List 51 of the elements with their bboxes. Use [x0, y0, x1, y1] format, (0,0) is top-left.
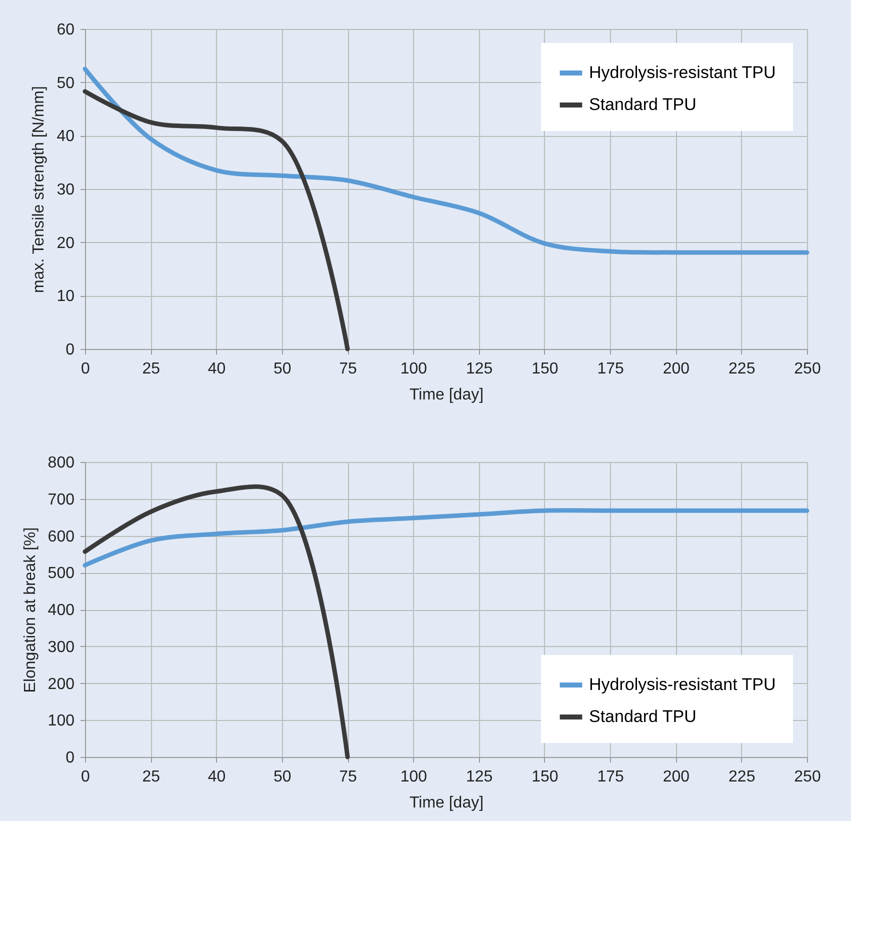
y-tick-label: 800: [48, 454, 75, 472]
x-tick-label: 25: [142, 360, 160, 378]
x-tick-label: 0: [81, 768, 90, 786]
x-tick-label: 100: [400, 360, 428, 378]
x-tick-label: 150: [532, 768, 558, 786]
x-tick-label: 225: [728, 768, 756, 786]
x-axis-title: Time [day]: [409, 794, 484, 812]
y-tick-label: 200: [48, 676, 75, 693]
y-tick-label: 50: [56, 74, 75, 92]
y-tick-label: 30: [56, 182, 75, 198]
y-tick-label: 20: [56, 234, 75, 252]
x-tick-label: 40: [208, 768, 226, 786]
y-tick-label: 400: [48, 602, 75, 619]
x-tick-label: 150: [532, 360, 558, 378]
x-tick-label: 75: [339, 768, 358, 786]
y-tick-label: 600: [48, 528, 75, 546]
y-axis-title: Elongation at break [%]: [22, 527, 39, 693]
y-axis-title: max. Tensile strength [N/mm]: [30, 86, 48, 293]
y-tick-label: 60: [56, 22, 75, 38]
x-axis-title: Time [day]: [409, 386, 484, 404]
x-tick-label: 250: [794, 360, 821, 378]
y-tick-label: 500: [48, 565, 75, 582]
x-tick-label: 250: [794, 768, 821, 786]
y-tick-label: 40: [56, 128, 75, 146]
x-tick-label: 175: [597, 768, 624, 786]
line-series: [82, 66, 810, 255]
x-tick-label: 100: [400, 768, 428, 786]
x-tick-label: 200: [662, 768, 690, 786]
legend-label: Standard TPU: [589, 707, 696, 726]
legend-label: Standard TPU: [589, 95, 696, 114]
line-series: [82, 89, 350, 352]
x-tick-label: 25: [142, 768, 160, 786]
x-tick-label: 50: [274, 768, 292, 786]
y-tick-label: 700: [48, 491, 75, 508]
y-tick-label: 100: [48, 712, 75, 730]
y-tick-label: 0: [66, 750, 75, 766]
x-tick-label: 75: [339, 360, 358, 378]
y-tick-label: 300: [48, 638, 75, 656]
legend-label: Hydrolysis-resistant TPU: [589, 63, 776, 82]
x-tick-label: 40: [208, 360, 226, 378]
legend-label: Hydrolysis-resistant TPU: [589, 675, 776, 694]
x-tick-label: 0: [81, 360, 90, 378]
x-tick-label: 200: [662, 360, 690, 378]
y-tick-label: 10: [56, 288, 75, 306]
x-tick-label: 125: [466, 360, 493, 378]
x-tick-label: 50: [274, 360, 292, 378]
x-tick-label: 125: [466, 768, 493, 786]
line-series: [82, 508, 810, 568]
x-tick-label: 225: [728, 360, 756, 378]
y-tick-label: 0: [66, 342, 75, 358]
x-tick-label: 175: [597, 360, 624, 378]
